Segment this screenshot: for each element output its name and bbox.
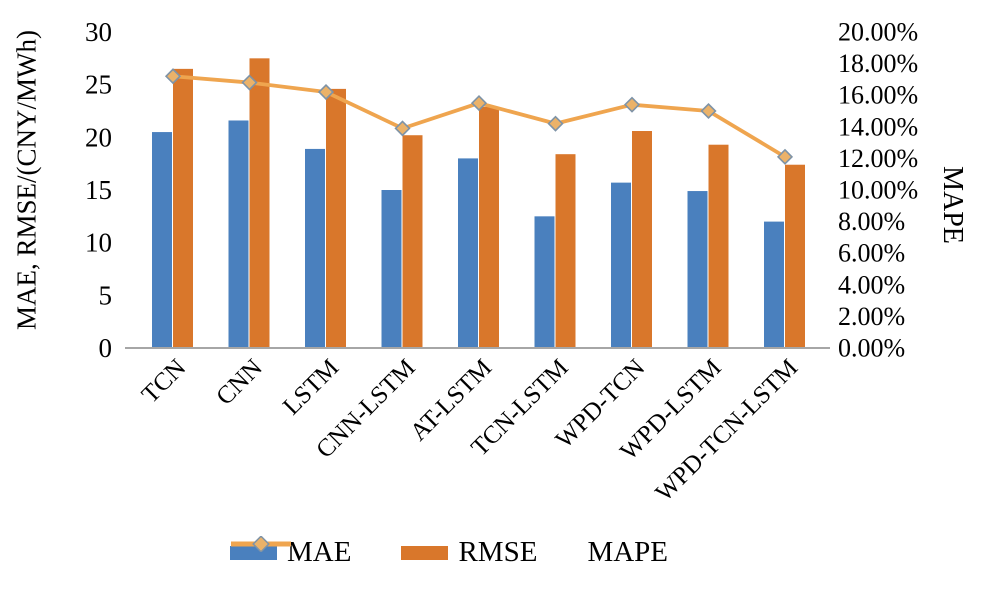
legend-label-mae: MAE [287,536,352,568]
left-axis-title: MAE, RMSE/(CNY/MWh) [11,29,42,331]
bars-layer [152,58,805,348]
mae-bar [305,148,325,348]
mape-marker-diamond [623,96,641,113]
rmse-bar [632,131,652,348]
category-label: CNN [211,354,267,410]
mape-marker-diamond [241,74,258,91]
left-axis-tick: 10 [85,228,112,258]
mae-bar [611,182,631,348]
legend-item-mae: MAE [230,536,351,569]
right-axis-tick: 2.00% [838,302,905,331]
mape-marker-diamond [470,95,488,112]
rmse-bar [785,164,805,348]
right-axis-tick: 0.00% [838,334,905,363]
right-axis-tick: 4.00% [838,270,905,299]
mape-marker-diamond [394,120,411,137]
left-axis-tick: 15 [85,175,112,205]
rmse-swatch-icon [401,545,449,560]
mae-swatch-icon [230,545,277,560]
legend-label-mape: MAPE [587,536,669,568]
right-axis-tick: 14.00% [838,112,918,141]
category-label: TCN [137,354,191,408]
left-axis-tick: 25 [85,70,112,100]
legend-item-rmse: RMSE [401,536,537,569]
legend: MAE RMSE MAPE [230,536,668,569]
mae-bar [228,120,249,348]
right-axis-tick: 20.00% [838,18,918,47]
mape-marker-diamond [164,68,182,85]
legend-label-rmse: RMSE [458,536,538,568]
mae-bar [687,191,708,348]
mae-bar [152,132,172,348]
rmse-bar [708,144,729,348]
right-axis-tick: 8.00% [838,207,905,236]
right-axis-tick: 16.00% [838,81,918,110]
rmse-bar [479,106,499,348]
rmse-bar [555,154,576,348]
mape-marker-diamond [317,83,335,101]
rmse-bar [173,68,193,348]
category-label: WPD-TCN-LSTM [651,354,804,507]
rmse-bar [402,135,423,348]
mae-bar [458,158,478,348]
right-axis-tick: 10.00% [838,176,918,205]
mape-marker-diamond [547,115,564,132]
mape-line-layer [164,68,794,165]
legend-item-mape: MAPE [231,536,669,569]
left-axis-tick: 20 [85,122,112,152]
right-axis-tick: 12.00% [838,144,918,173]
right-axis-tick: 18.00% [838,49,918,78]
mape-marker-diamond [700,102,717,120]
category-label: LSTM [278,354,344,420]
rmse-bar [249,58,270,348]
tick-labels-layer: 0 5 10 15 20 25 30 0.00% 2.00% 4.00%6.00% 8.00%10.… [85,17,918,363]
mape-line-marker-icon [231,536,291,552]
left-axis-tick: 5 [99,280,113,310]
right-axis-title: MAPE [937,166,968,244]
left-axis-tick: 0 [99,333,113,363]
mae-bar [381,190,402,348]
right-axis-tick: 6.00% [838,239,905,268]
mae-bar [764,221,784,348]
category-labels-layer: TCN CNN LSTMCNN-LSTMAT-LSTMTCN-LSTMWPD-TCN… [137,354,803,507]
mae-bar [534,216,555,348]
rmse-bar [326,88,346,348]
mape-marker-diamond [776,148,794,165]
left-axis-tick: 30 [85,17,112,47]
